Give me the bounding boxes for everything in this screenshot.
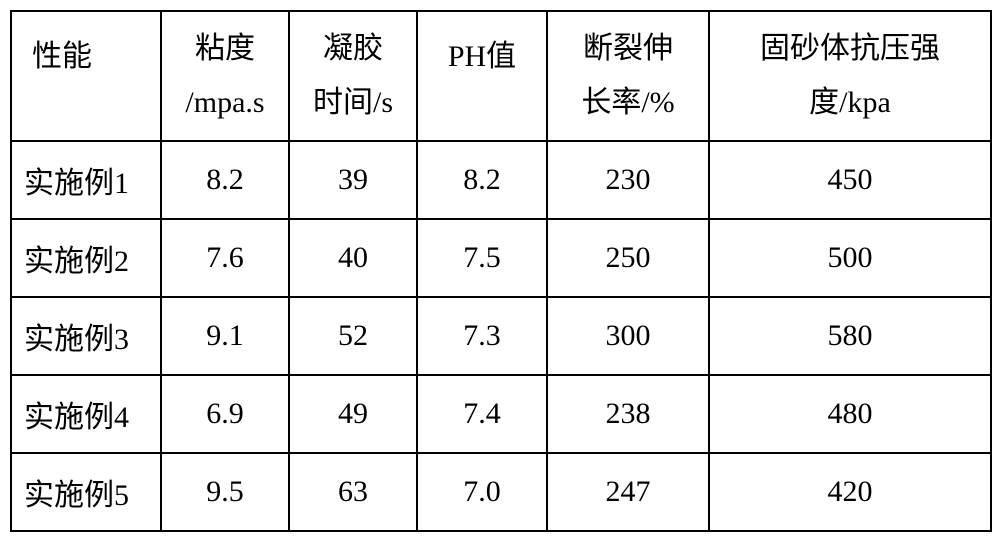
- data-cell: 238: [547, 375, 709, 453]
- data-cell: 420: [709, 453, 991, 531]
- table-row: 实施例1 8.2 39 8.2 230 450: [11, 141, 991, 219]
- header-label-line2: 长率/%: [581, 86, 674, 119]
- data-cell: 8.2: [161, 141, 289, 219]
- data-cell: 300: [547, 297, 709, 375]
- table-row: 实施例5 9.5 63 7.0 247 420: [11, 453, 991, 531]
- data-table: 性能 粘度 /mpa.s 凝胶 时间/s PH值 断裂伸 长率/% 固砂体抗压强…: [10, 10, 992, 532]
- data-cell: 7.5: [417, 219, 547, 297]
- row-label: 实施例2: [11, 219, 161, 297]
- data-cell: 450: [709, 141, 991, 219]
- data-cell: 9.5: [161, 453, 289, 531]
- header-label-line2: 时间/s: [313, 86, 393, 119]
- table-row: 实施例4 6.9 49 7.4 238 480: [11, 375, 991, 453]
- header-label: 性能: [32, 40, 92, 73]
- header-label-line1: 凝胶: [323, 32, 383, 65]
- data-cell: 247: [547, 453, 709, 531]
- header-cell-viscosity: 粘度 /mpa.s: [161, 11, 289, 141]
- data-cell: 7.4: [417, 375, 547, 453]
- header-cell-ph: PH值: [417, 11, 547, 141]
- header-label-line1: 断裂伸: [583, 32, 673, 65]
- data-cell: 7.3: [417, 297, 547, 375]
- header-label-line2: /mpa.s: [185, 86, 264, 119]
- row-label: 实施例4: [11, 375, 161, 453]
- row-label: 实施例1: [11, 141, 161, 219]
- table-row: 实施例2 7.6 40 7.5 250 500: [11, 219, 991, 297]
- data-cell: 39: [289, 141, 417, 219]
- table-row: 实施例3 9.1 52 7.3 300 580: [11, 297, 991, 375]
- header-label-line1: 固砂体抗压强: [760, 32, 940, 65]
- data-cell: 40: [289, 219, 417, 297]
- data-cell: 580: [709, 297, 991, 375]
- data-cell: 8.2: [417, 141, 547, 219]
- header-cell-gel-time: 凝胶 时间/s: [289, 11, 417, 141]
- data-cell: 7.6: [161, 219, 289, 297]
- table-header-row: 性能 粘度 /mpa.s 凝胶 时间/s PH值 断裂伸 长率/% 固砂体抗压强…: [11, 11, 991, 141]
- data-cell: 7.0: [417, 453, 547, 531]
- data-cell: 250: [547, 219, 709, 297]
- header-label-line1: 粘度: [195, 32, 255, 65]
- data-cell: 500: [709, 219, 991, 297]
- header-cell-compressive: 固砂体抗压强 度/kpa: [709, 11, 991, 141]
- row-label: 实施例3: [11, 297, 161, 375]
- data-cell: 49: [289, 375, 417, 453]
- header-label-line2: 度/kpa: [809, 86, 891, 119]
- data-cell: 63: [289, 453, 417, 531]
- header-cell-elongation: 断裂伸 长率/%: [547, 11, 709, 141]
- data-cell: 9.1: [161, 297, 289, 375]
- row-label: 实施例5: [11, 453, 161, 531]
- header-label: PH值: [448, 40, 516, 73]
- header-cell-performance: 性能: [11, 11, 161, 141]
- data-cell: 6.9: [161, 375, 289, 453]
- data-cell: 52: [289, 297, 417, 375]
- data-cell: 480: [709, 375, 991, 453]
- data-cell: 230: [547, 141, 709, 219]
